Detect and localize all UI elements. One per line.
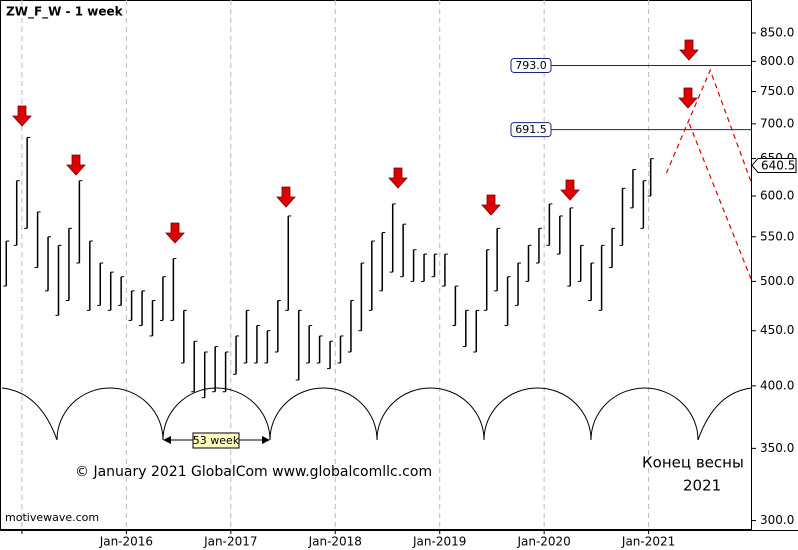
- cycle-arc: [376, 387, 485, 441]
- bracket-label-box: [192, 432, 240, 449]
- y-tick-label: 500.0: [760, 274, 794, 288]
- x-tick-label: Jan-2016: [99, 535, 153, 549]
- cycle-label: 53 week: [193, 434, 240, 447]
- y-tick-label: 700.0: [760, 116, 794, 130]
- arrow: [276, 186, 296, 208]
- arrow: [388, 167, 408, 189]
- x-tick-label: Jan-2019: [412, 535, 466, 549]
- level-label-box: [510, 122, 552, 138]
- y-tick-label: 300.0: [760, 513, 794, 527]
- y-tick-label: 850.0: [760, 25, 794, 39]
- y-tick-label: 450.0: [760, 323, 794, 337]
- arrow: [66, 154, 86, 176]
- copyright: © January 2021 GlobalCom www.globalcomll…: [75, 464, 432, 480]
- cycle-arc: [162, 387, 271, 441]
- arrow: [165, 222, 185, 244]
- last-price-box: [751, 157, 797, 173]
- x-tick-label: Jan-2020: [516, 535, 570, 549]
- y-tick-label: 350.0: [760, 441, 794, 455]
- y-tick-label: 600.0: [760, 189, 794, 203]
- last-price-label: 640.5: [761, 158, 795, 172]
- annotation: Конец весны: [642, 454, 744, 472]
- cycle-arc: [697, 387, 753, 441]
- y-tick-label: 550.0: [760, 229, 794, 243]
- y-tick-label: 800.0: [760, 54, 794, 68]
- arrow: [678, 87, 698, 109]
- y-tick-label: 750.0: [760, 84, 794, 98]
- x-tick-label: Jan-2018: [308, 535, 362, 549]
- annotation: 2021: [683, 477, 721, 495]
- level-label: 793.0: [515, 59, 547, 72]
- cycle-arc: [1, 387, 58, 441]
- cycle-arc: [56, 387, 164, 441]
- arrow: [12, 105, 32, 127]
- arrow: [679, 39, 699, 61]
- arrow: [560, 179, 580, 201]
- projection-line: [665, 68, 753, 185]
- cycle-bracket: 53 week: [163, 432, 270, 449]
- cycle-arc: [483, 387, 592, 441]
- watermark: motivewave.com: [5, 511, 99, 524]
- chart-title: ZW_F_W - 1 week: [6, 5, 124, 20]
- cycle-arc: [269, 387, 378, 441]
- plot-frame: [0, 0, 752, 530]
- cycle-arcs: [1, 387, 753, 441]
- projection-line: [688, 123, 753, 282]
- x-tick-label: Jan-2017: [203, 535, 257, 549]
- x-tick-label: Jan-2021: [621, 535, 675, 549]
- level-label-box: [510, 57, 552, 73]
- cycle-arrows: [12, 39, 699, 244]
- arrow: [481, 194, 501, 216]
- y-tick-label: 400.0: [760, 378, 794, 392]
- cycle-arc: [590, 387, 699, 441]
- level-label: 691.5: [515, 123, 547, 136]
